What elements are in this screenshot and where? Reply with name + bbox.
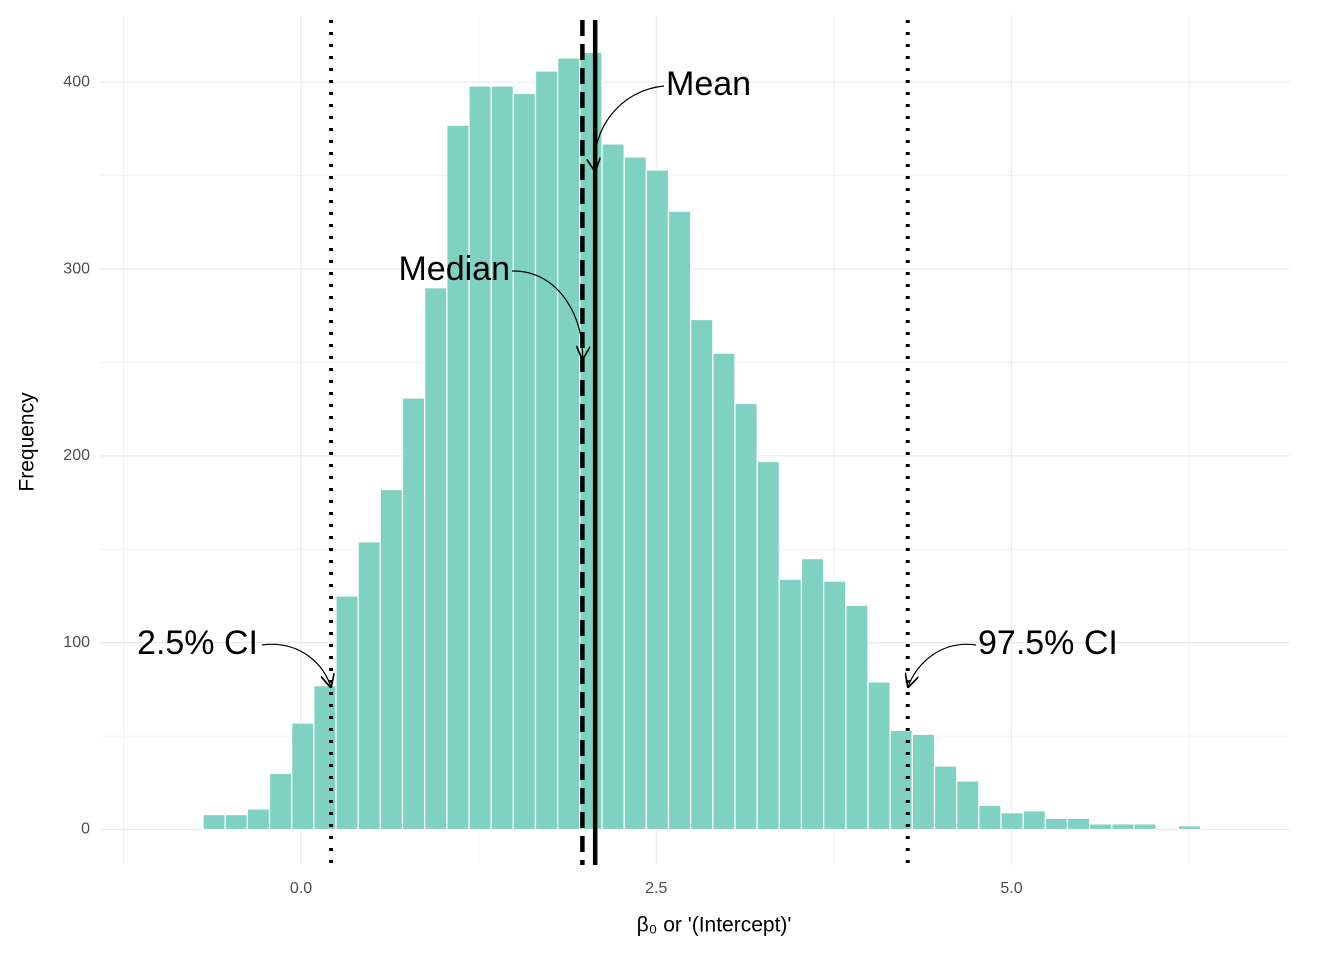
y-axis-title: Frequency bbox=[16, 392, 39, 492]
bar bbox=[1089, 823, 1113, 831]
bar bbox=[401, 397, 426, 831]
bar bbox=[778, 578, 803, 831]
bar bbox=[291, 722, 315, 831]
bar bbox=[956, 780, 980, 831]
bar bbox=[690, 318, 714, 831]
bar bbox=[268, 772, 293, 831]
y-tick-label: 0 bbox=[81, 821, 90, 838]
annotation-label: 2.5% CI bbox=[137, 624, 258, 662]
bar bbox=[734, 402, 758, 831]
annotation-arrow bbox=[595, 85, 665, 172]
x-axis-title: β₀ or '(Intercept)' bbox=[637, 914, 792, 937]
bar bbox=[867, 681, 891, 831]
bar bbox=[379, 488, 404, 831]
bar bbox=[845, 604, 869, 831]
x-tick-label: 0.0 bbox=[290, 880, 312, 897]
annotation-label: 97.5% CI bbox=[978, 624, 1118, 662]
bar bbox=[246, 808, 271, 831]
bar bbox=[645, 169, 670, 831]
bar bbox=[446, 124, 470, 831]
annotation-arrow bbox=[511, 270, 583, 360]
bar bbox=[424, 287, 448, 831]
bar bbox=[1133, 823, 1157, 831]
bar bbox=[335, 595, 359, 831]
bar bbox=[1044, 817, 1069, 831]
bar bbox=[1066, 817, 1091, 831]
annotation-label: Mean bbox=[666, 65, 751, 103]
annotation-label: Median bbox=[398, 250, 510, 288]
bar bbox=[557, 57, 581, 831]
x-tick-label: 5.0 bbox=[1000, 880, 1022, 897]
x-tick-label: 2.5 bbox=[645, 880, 667, 897]
annotation-arrow bbox=[261, 643, 331, 688]
y-tick-label: 300 bbox=[63, 260, 90, 277]
bar bbox=[978, 804, 1002, 831]
bar bbox=[933, 765, 958, 831]
bar bbox=[712, 352, 736, 831]
bar bbox=[1022, 810, 1046, 831]
bar bbox=[357, 541, 381, 831]
bar bbox=[756, 460, 780, 831]
annotation-arrow bbox=[908, 643, 977, 688]
y-tick-label: 400 bbox=[63, 73, 90, 90]
bar bbox=[623, 156, 647, 831]
bar bbox=[224, 813, 248, 831]
bar bbox=[534, 70, 559, 831]
bar bbox=[667, 210, 692, 831]
y-tick-label: 200 bbox=[63, 447, 90, 464]
bar bbox=[490, 85, 514, 831]
y-tick-label: 100 bbox=[63, 634, 90, 651]
bar bbox=[800, 558, 825, 831]
bar bbox=[1111, 823, 1135, 831]
bar bbox=[823, 580, 847, 831]
bar bbox=[1000, 812, 1024, 831]
bar bbox=[202, 813, 226, 831]
bar bbox=[468, 85, 492, 831]
bar bbox=[601, 143, 625, 831]
bar bbox=[512, 92, 537, 831]
bar bbox=[1177, 825, 1202, 831]
bar bbox=[911, 733, 936, 831]
bar bbox=[313, 685, 337, 831]
